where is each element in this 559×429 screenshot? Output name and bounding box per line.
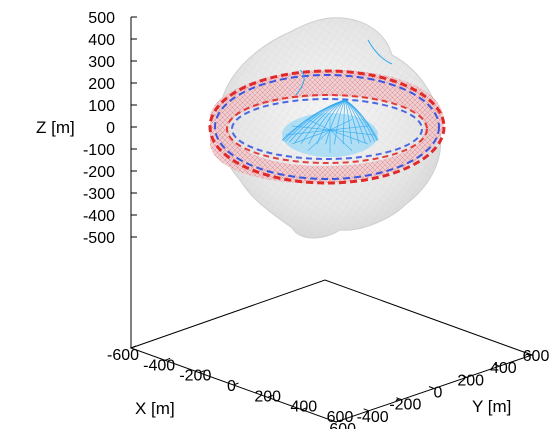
z-tick-label: 200 <box>88 76 115 93</box>
y-tick-label: 600 <box>523 348 550 365</box>
x-tick <box>164 357 171 361</box>
trajectory-spoke <box>329 129 353 151</box>
series-layer <box>208 39 446 185</box>
trajectory-line <box>316 99 346 145</box>
x-tick <box>301 407 308 411</box>
x-tick <box>267 394 273 398</box>
trajectory-spoke <box>285 129 331 136</box>
x-tick-label: 400 <box>290 399 317 416</box>
z-axis-ticks: 500 400 300 200 100 0 -100 -200 -300 -400 -500 <box>83 10 137 247</box>
x-tick <box>130 345 137 349</box>
trajectory-spoke <box>307 119 331 131</box>
trajectory-line <box>344 99 360 144</box>
z-tick-label: -200 <box>83 164 115 181</box>
trajectory-line <box>334 99 346 145</box>
x-tick-label: -400 <box>143 357 175 374</box>
z-tick-label: 0 <box>106 120 115 137</box>
orbit-band <box>210 69 445 184</box>
y-tick-label: 200 <box>457 372 484 389</box>
trajectory-spoke <box>291 129 331 145</box>
y-tick-label: 0 <box>434 385 443 402</box>
trajectory-tail <box>295 39 393 96</box>
z-tick-label: 100 <box>88 98 115 115</box>
z-tick-label: 400 <box>88 32 115 49</box>
y-tick-label: -200 <box>389 397 421 414</box>
trajectory-spoke <box>329 125 369 131</box>
x-tick-label: 600 <box>327 409 354 426</box>
x-tick <box>233 382 239 386</box>
trajectory-spoke <box>329 129 369 145</box>
z-tick-label: 500 <box>88 10 115 27</box>
y-tick <box>363 408 369 412</box>
trajectory-line <box>325 99 346 145</box>
x-tick-label: 200 <box>254 388 281 405</box>
z-tick-label: -400 <box>83 208 115 225</box>
z-axis-label: Z [m] <box>36 118 75 137</box>
z-tick-label: -300 <box>83 186 115 203</box>
trajectory-line <box>344 99 379 141</box>
y-axis-label: Y [m] <box>472 397 511 416</box>
y-tick <box>428 386 435 389</box>
x-axis-label: X [m] <box>135 399 175 418</box>
y-tick-label: -400 <box>357 409 389 426</box>
x-tick-label: -600 <box>107 347 139 364</box>
trajectory-line <box>344 99 352 144</box>
orbit-ring <box>208 69 446 185</box>
trajectory-spoke <box>329 129 375 136</box>
y-tick <box>396 397 402 401</box>
y-tick <box>330 419 337 423</box>
y-tick-label: 400 <box>490 360 517 377</box>
x-tick-label: 0 <box>227 378 236 395</box>
x-tick <box>199 370 205 374</box>
trajectory-spoke <box>291 125 331 131</box>
x-tick-label: -200 <box>179 368 211 385</box>
orbit-ring-inner <box>231 98 423 160</box>
orbit-band-mesh <box>210 69 445 184</box>
z-tick-label: -100 <box>83 142 115 159</box>
trajectory-spoke <box>307 129 331 151</box>
x-tick <box>335 419 342 423</box>
y-tick-label: -600 <box>324 421 356 429</box>
z-tick-label: -500 <box>83 230 115 247</box>
y-tick <box>461 374 467 378</box>
orbit-ring <box>214 74 440 180</box>
z-tick-label: 300 <box>88 54 115 71</box>
y-tick <box>526 352 533 356</box>
trajectory-spoke <box>329 119 353 131</box>
y-axis-ticks: -600-400-200 0 200 400 600 <box>324 348 549 429</box>
orbit-ring-inner <box>226 94 428 164</box>
trajectory-cluster <box>281 39 393 157</box>
trajectory-line <box>342 99 346 145</box>
y-tick <box>494 363 500 367</box>
